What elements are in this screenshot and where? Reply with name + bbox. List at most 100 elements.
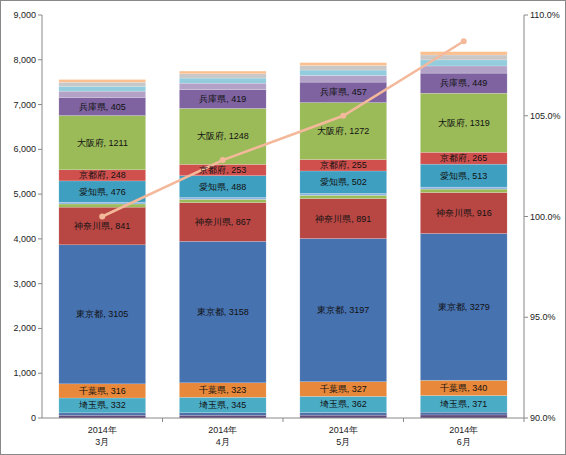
- y-tick: [38, 418, 42, 419]
- x-tick-label: 2014年5月: [329, 425, 358, 447]
- y-tick-label: 2,000: [13, 323, 36, 333]
- bar-segment: [59, 82, 146, 86]
- data-label: 東京都, 3279: [438, 302, 490, 312]
- x-tick-label-line: 2014年: [449, 425, 478, 435]
- bar-segment: [300, 199, 387, 239]
- data-label: 埼玉県, 345: [198, 400, 246, 410]
- line-marker: [340, 113, 346, 119]
- bar-segment: [59, 80, 146, 83]
- bar-segment: [179, 78, 266, 83]
- y-tick-label: 8,000: [13, 55, 36, 65]
- line: [102, 41, 464, 216]
- bar-segment: [300, 193, 387, 195]
- data-label: 大阪府, 1248: [197, 131, 249, 141]
- bar-segment: [179, 203, 266, 242]
- bar-segment: [420, 234, 507, 381]
- y-tick-label: 5,000: [13, 189, 36, 199]
- y-tick-label: 9,000: [13, 10, 36, 20]
- data-label: 兵庫県, 405: [79, 102, 126, 112]
- x-tick: [283, 418, 284, 422]
- x-tick-label: 2014年4月: [208, 425, 237, 447]
- bar-segment: [179, 383, 266, 397]
- bar-segment: [59, 413, 146, 415]
- chart: 埼玉県, 332 埼玉県, 345 埼玉県, 362 埼玉県, 371 千葉県, 316…: [0, 0, 566, 455]
- bar-segment: [59, 398, 146, 413]
- data-label: 京都府, 253: [199, 165, 246, 175]
- x-tick-label: 2014年3月: [88, 425, 117, 447]
- y2-tick: [524, 115, 528, 116]
- x-tick: [403, 418, 404, 422]
- bar-segment: [179, 199, 266, 202]
- y-axis: [42, 15, 43, 418]
- data-labels: 埼玉県, 332 埼玉県, 345 埼玉県, 362 埼玉県, 371 千葉県, 316…: [74, 78, 492, 410]
- y-tick-label: 7,000: [13, 100, 36, 110]
- data-label: 京都府, 265: [440, 153, 487, 163]
- bar-segment: [420, 380, 507, 395]
- x-tick-label-line: 3月: [95, 437, 109, 447]
- bar-segment: [300, 413, 387, 416]
- x-tick: [524, 418, 525, 422]
- y-tick: [38, 59, 42, 60]
- bar-segment: [59, 204, 146, 207]
- data-label: 愛知県, 513: [440, 171, 487, 181]
- bar-segment: [179, 241, 266, 382]
- bar-segment: [179, 176, 266, 198]
- y-tick-label: 3,000: [13, 279, 36, 289]
- line-marker: [461, 38, 467, 44]
- data-label: 京都府, 248: [79, 170, 126, 180]
- y-tick: [38, 328, 42, 329]
- bar-segment: [300, 82, 387, 102]
- bar-segment: [300, 239, 387, 382]
- x-tick-label-line: 4月: [216, 437, 230, 447]
- bar-segment: [420, 396, 507, 413]
- data-label: 愛知県, 502: [320, 177, 367, 187]
- bar-segment: [179, 83, 266, 89]
- bar-segment: [179, 90, 266, 109]
- data-label: 神奈川県, 867: [195, 217, 251, 227]
- line-marker: [99, 214, 105, 220]
- data-label: 埼玉県, 362: [319, 399, 367, 409]
- frame: [1, 1, 566, 455]
- bar-segment: [300, 396, 387, 412]
- y-tick-label: 1,000: [13, 368, 36, 378]
- y2-tick: [524, 418, 528, 419]
- data-label: 埼玉県, 371: [439, 399, 487, 409]
- x-tick-label-line: 5月: [336, 437, 350, 447]
- bar-segment: [420, 412, 507, 415]
- data-label: 愛知県, 488: [199, 182, 246, 192]
- y2-tick-label: 95.0%: [530, 312, 556, 322]
- bar-segment: [420, 73, 507, 93]
- bar-segment: [300, 103, 387, 160]
- bar-segment: [179, 74, 266, 78]
- y-tick-label: 4,000: [13, 234, 36, 244]
- data-label: 埼玉県, 332: [78, 400, 126, 410]
- plot-area: [59, 38, 507, 418]
- data-label: 大阪府, 1319: [438, 118, 490, 128]
- bar-segment: [300, 63, 387, 66]
- y2-tick-label: 110.0%: [530, 10, 560, 20]
- bar-segment: [300, 195, 387, 198]
- bar-segment: [59, 91, 146, 97]
- data-label: 神奈川県, 841: [74, 221, 130, 231]
- bar-segment: [59, 97, 146, 115]
- y-tick: [38, 238, 42, 239]
- data-label: 兵庫県, 419: [199, 94, 246, 104]
- data-label: 東京都, 3158: [197, 307, 249, 317]
- bar-segment: [300, 160, 387, 171]
- data-label: 東京都, 3197: [317, 305, 369, 315]
- data-label: 兵庫県, 449: [440, 78, 487, 88]
- bar-segment: [420, 66, 507, 73]
- bar-segment: [420, 93, 507, 152]
- x-tick-label-line: 6月: [457, 437, 471, 447]
- bar-segment: [59, 170, 146, 181]
- bar-segment: [420, 192, 507, 233]
- data-label: 兵庫県, 457: [320, 87, 367, 97]
- data-label: 千葉県, 340: [440, 383, 487, 393]
- data-label: 大阪府, 1272: [317, 126, 369, 136]
- y-tick-label: 0: [31, 413, 36, 423]
- data-label: 千葉県, 316: [79, 386, 126, 396]
- y2-tick: [524, 216, 528, 217]
- data-label: 東京都, 3105: [76, 309, 128, 319]
- y2-tick-label: 100.0%: [530, 212, 561, 222]
- y-tick: [38, 15, 42, 16]
